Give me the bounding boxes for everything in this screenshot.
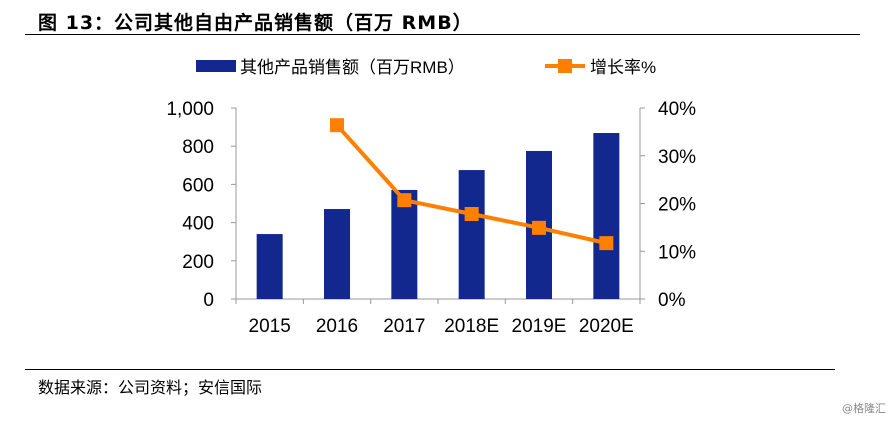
x-tick-label: 2017 [383, 316, 425, 337]
right-tick-label: 10% [658, 242, 696, 263]
growth-marker-2020E [599, 236, 614, 251]
left-tick-label: 800 [182, 137, 214, 158]
watermark: @格隆汇 [842, 402, 886, 415]
footer-rule [25, 369, 835, 370]
legend-bar-swatch [196, 60, 236, 72]
right-tick-label: 0% [658, 290, 686, 311]
x-tick-label: 2016 [316, 316, 358, 337]
legend-line-label: 增长率% [590, 58, 656, 77]
right-tick-label: 30% [658, 147, 696, 168]
x-tick-label: 2015 [249, 316, 291, 337]
x-tick-label: 2020E [579, 316, 634, 337]
bar-2018E [458, 170, 485, 299]
left-tick-label: 400 [182, 214, 214, 235]
legend-bar-label: 其他产品销售额（百万RMB） [240, 58, 465, 77]
growth-marker-2016 [330, 118, 344, 133]
left-tick-label: 0 [203, 290, 214, 311]
source-note: 数据来源：公司资料；安信国际 [38, 378, 263, 397]
bar-2017 [391, 189, 418, 299]
left-tick-label: 600 [182, 175, 214, 196]
legend-line-marker [558, 59, 572, 73]
bar-2020E [593, 133, 620, 299]
figure-title: 图 13：公司其他自由产品销售额（百万 RMB） [38, 12, 473, 34]
right-tick-label: 40% [658, 99, 696, 120]
left-tick-label: 200 [182, 252, 214, 273]
x-tick-label: 2019E [512, 316, 567, 337]
bar-2016 [324, 209, 350, 299]
right-tick-label: 20% [658, 195, 696, 216]
bar-2015 [256, 234, 283, 299]
chart: 0 200 400 600 800 1,000 0% 10% 20% 30% 40% 2015 2016… [166, 58, 696, 337]
growth-marker-2017 [397, 193, 412, 208]
left-tick-label: 1,000 [166, 99, 214, 120]
x-tick-label: 2018E [444, 316, 499, 337]
growth-marker-2018E [464, 207, 479, 222]
title-rule [25, 34, 860, 35]
growth-marker-2019E [532, 220, 546, 235]
